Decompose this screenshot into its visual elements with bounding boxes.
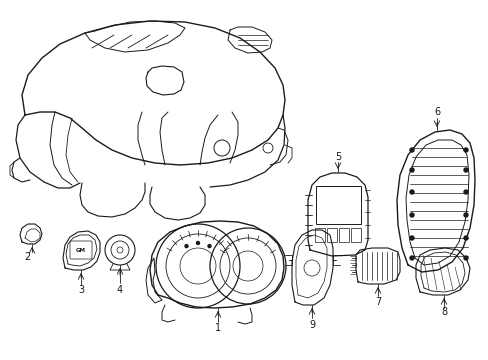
Circle shape xyxy=(196,242,199,244)
Circle shape xyxy=(463,213,467,217)
Text: 6: 6 xyxy=(433,107,439,117)
Circle shape xyxy=(463,236,467,240)
Circle shape xyxy=(463,256,467,260)
Circle shape xyxy=(409,213,413,217)
Text: 2: 2 xyxy=(24,252,30,262)
Circle shape xyxy=(463,190,467,194)
Circle shape xyxy=(409,148,413,152)
Circle shape xyxy=(463,148,467,152)
Text: 5: 5 xyxy=(334,152,341,162)
Text: 7: 7 xyxy=(374,297,380,307)
Bar xyxy=(315,186,360,224)
Text: 3: 3 xyxy=(78,285,84,295)
Text: 9: 9 xyxy=(308,320,314,330)
Text: GM: GM xyxy=(76,248,86,252)
Circle shape xyxy=(463,168,467,172)
Circle shape xyxy=(409,190,413,194)
Circle shape xyxy=(207,244,210,248)
Bar xyxy=(338,228,348,242)
Text: 4: 4 xyxy=(117,285,123,295)
Circle shape xyxy=(184,244,187,248)
Text: 8: 8 xyxy=(440,307,446,317)
Bar xyxy=(314,228,325,242)
Circle shape xyxy=(409,236,413,240)
Circle shape xyxy=(409,168,413,172)
Circle shape xyxy=(409,256,413,260)
Bar xyxy=(350,228,360,242)
Bar xyxy=(326,228,336,242)
Text: 1: 1 xyxy=(215,323,221,333)
